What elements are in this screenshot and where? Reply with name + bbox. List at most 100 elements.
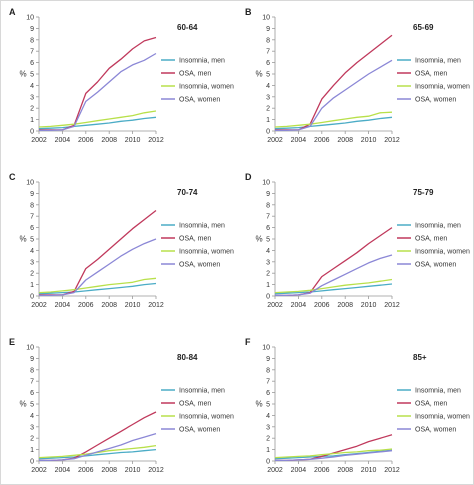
y-tick-label: 0 [266,294,270,301]
y-tick-label: 0 [266,129,270,136]
y-tick-label: 4 [30,248,34,255]
x-tick-label: 2002 [31,467,47,474]
series-line-2 [275,34,393,131]
legend-label: Insomnia, men [415,58,461,65]
y-tick-label: 8 [30,202,34,209]
y-tick-label: 1 [30,447,34,454]
y-axis-label: % [19,399,26,408]
legend-label: OSA, women [179,427,220,434]
y-tick-label: 0 [30,294,34,301]
legend-label: OSA, women [415,427,456,434]
series-line-2 [39,36,157,131]
y-tick-label: 3 [266,259,270,266]
legend-label: OSA, men [179,236,211,243]
series-line-3 [274,448,393,459]
y-tick-label: 8 [266,202,270,209]
y-axis-label: % [255,69,262,78]
panel-b: B 0 1 2 3 4 5 6 7 8 9 10 2002 2004 2006 2008 2010 2012% 65… [245,7,470,144]
y-tick-label: 6 [266,60,270,67]
panel-a: A 0 1 2 3 4 5 6 7 8 9 10 2002 2004 2006 2008 2010 2012% 60… [9,7,234,144]
legend-label: Insomnia, women [415,414,470,421]
panel-title: 75-79 [413,188,434,197]
x-tick-label: 2012 [384,137,400,144]
x-tick-label: 2004 [291,302,307,309]
x-tick-label: 2002 [267,467,283,474]
y-tick-label: 7 [266,379,270,386]
legend-label: Insomnia, men [179,223,225,230]
series-line-4 [275,59,393,132]
x-tick-label: 2006 [314,137,330,144]
x-tick-label: 2012 [384,467,400,474]
panel-letter: B [245,7,252,17]
y-tick-label: 5 [266,72,270,79]
series-line-4 [275,450,393,462]
y-tick-label: 1 [266,282,270,289]
panel-c: C 0 1 2 3 4 5 6 7 8 9 10 2002 2004 2006 2008 2010 2012% 70… [9,172,234,309]
series-line-1 [38,282,157,295]
y-tick-label: 4 [30,83,34,90]
y-tick-label: 9 [30,26,34,33]
legend-label: Insomnia, men [415,388,461,395]
legend-label: Insomnia, women [179,84,234,91]
y-tick-label: 2 [266,271,270,278]
y-tick-label: 5 [30,72,34,79]
legend-label: Insomnia, men [179,388,225,395]
x-tick-label: 2006 [314,467,330,474]
y-tick-label: 2 [30,106,34,113]
y-tick-label: 6 [30,225,34,232]
legend-label: Insomnia, women [415,249,470,256]
series-line-4 [39,238,157,297]
panel-letter: F [245,337,251,347]
series-line-4 [275,254,393,297]
series-line-4 [39,52,157,132]
y-tick-label: 8 [30,37,34,44]
series-line-2 [39,209,157,296]
series-line-1 [38,116,157,130]
x-tick-label: 2002 [267,137,283,144]
x-tick-label: 2002 [31,137,47,144]
y-tick-label: 1 [266,447,270,454]
legend-label: Insomnia, men [415,223,461,230]
panel-f: F 0 1 2 3 4 5 6 7 8 9 10 2002 2004 2006 2008 2010 2012% 85… [245,337,470,474]
y-tick-label: 1 [30,117,34,124]
y-tick-label: 9 [30,191,34,198]
y-axis-label: % [255,234,262,243]
x-tick-label: 2008 [101,302,117,309]
y-tick-label: 7 [266,214,270,221]
y-tick-label: 1 [30,282,34,289]
y-tick-label: 3 [30,94,34,101]
y-tick-label: 4 [266,248,270,255]
legend-label: OSA, men [179,401,211,408]
x-tick-label: 2008 [337,302,353,309]
x-tick-label: 2010 [125,467,141,474]
legend-label: OSA, men [415,236,447,243]
y-tick-label: 5 [266,402,270,409]
y-tick-label: 2 [30,271,34,278]
y-tick-label: 10 [26,15,34,22]
y-tick-label: 0 [266,459,270,466]
legend-label: OSA, women [415,262,456,269]
y-axis-label: % [255,399,262,408]
y-tick-label: 7 [266,49,270,56]
panel-letter: C [9,172,16,182]
series-line-3 [38,277,157,294]
x-tick-label: 2012 [384,302,400,309]
x-tick-label: 2008 [101,137,117,144]
y-tick-label: 6 [266,390,270,397]
legend-label: OSA, women [179,97,220,104]
legend-label: Insomnia, women [415,84,470,91]
panel-d: D 0 1 2 3 4 5 6 7 8 9 10 2002 2004 2006 2008 2010 2012% 75… [245,172,470,309]
x-tick-label: 2008 [101,467,117,474]
y-tick-label: 10 [262,15,270,22]
y-tick-label: 1 [266,117,270,124]
y-tick-label: 2 [30,436,34,443]
y-tick-label: 3 [266,94,270,101]
y-tick-label: 8 [30,367,34,374]
legend-label: OSA, women [179,262,220,269]
series-line-1 [274,116,393,130]
series-line-1 [38,448,157,460]
y-tick-label: 10 [262,345,270,352]
x-tick-label: 2002 [31,302,47,309]
